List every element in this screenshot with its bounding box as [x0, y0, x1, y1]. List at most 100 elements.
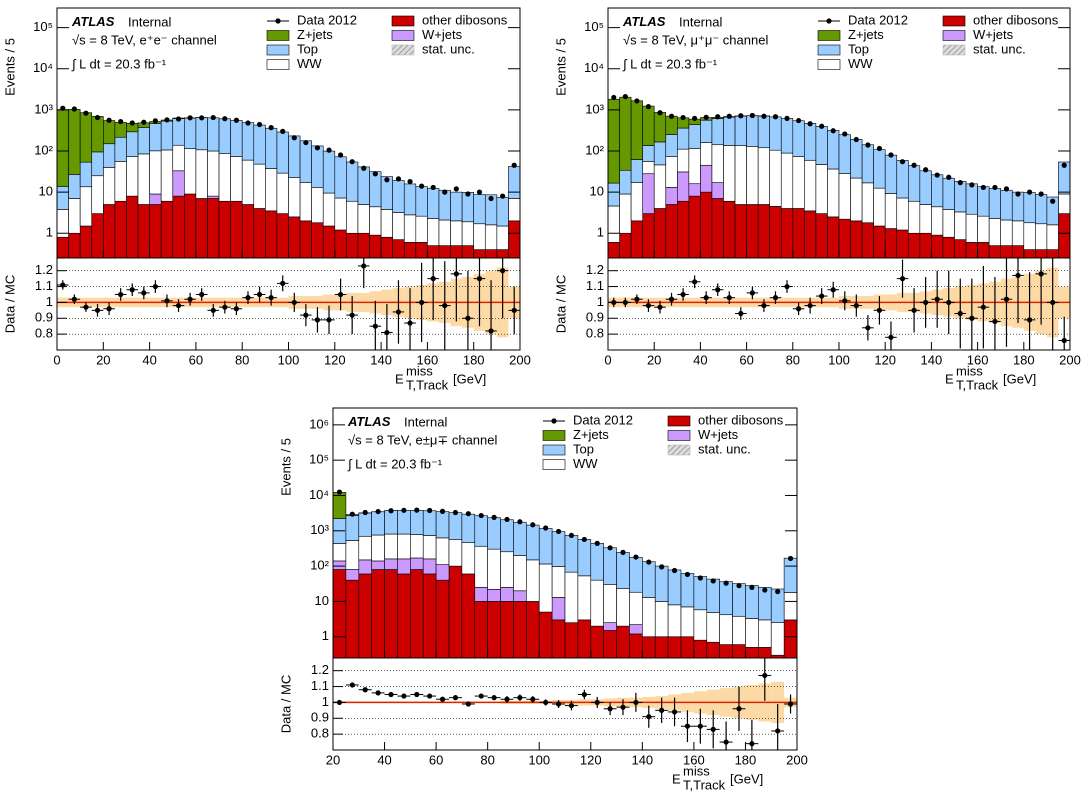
legend-label: WW — [848, 56, 873, 71]
ratio-point — [680, 291, 686, 298]
histogram-bin — [299, 220, 312, 258]
data-point — [465, 511, 471, 517]
data-point — [233, 117, 240, 123]
histogram-bin — [884, 154, 898, 194]
data-point — [256, 121, 263, 128]
histogram-bin — [693, 609, 708, 641]
histogram-bin — [334, 229, 347, 258]
data-point — [268, 125, 274, 131]
data-point — [465, 191, 471, 197]
ratio-point — [692, 279, 698, 285]
histogram-bin — [435, 511, 450, 539]
histogram-bin — [783, 619, 797, 658]
x-tick-label: 60 — [429, 752, 443, 767]
histogram-bin — [746, 115, 759, 147]
histogram-bin — [68, 109, 81, 175]
histogram-bin — [137, 204, 150, 258]
ratio-point — [478, 693, 484, 699]
histogram-bin — [422, 558, 437, 575]
histogram-bin — [450, 245, 463, 258]
data-point — [775, 588, 781, 595]
histogram-bin — [642, 636, 656, 658]
data-point — [401, 507, 407, 513]
histogram-bin — [1035, 249, 1048, 258]
legend-label: W+jets — [422, 27, 463, 42]
histogram-bin — [450, 191, 463, 222]
histogram-bin — [564, 622, 579, 658]
ratio-point — [899, 276, 906, 282]
histogram-bin — [299, 140, 312, 183]
data-point — [337, 152, 344, 158]
ratio-point — [476, 276, 483, 282]
y-tick-label: 10 — [590, 184, 604, 199]
legend-swatch — [391, 44, 415, 56]
histogram-bin — [149, 123, 162, 152]
y-tick-label: 1 — [597, 294, 604, 309]
x-label-unit: [GeV] — [730, 771, 763, 786]
histogram-bin — [577, 539, 592, 577]
x-tick-label: 180 — [735, 752, 757, 767]
histogram-bin — [265, 168, 278, 212]
y-tick-label: 10 — [39, 184, 53, 199]
histogram-bin — [769, 116, 782, 151]
histogram-bin — [1000, 219, 1013, 246]
data-point — [388, 508, 394, 514]
status-label: Internal — [404, 414, 447, 429]
histogram-bin — [369, 206, 382, 236]
data-point — [517, 519, 523, 525]
histogram-bin — [397, 533, 411, 560]
histogram-bin — [500, 587, 514, 602]
histogram-bin — [954, 239, 967, 258]
x-tick-label: 200 — [509, 352, 531, 367]
energy-label: √s = 8 TeV, μ⁺μ⁻ channel — [623, 32, 768, 47]
ratio-point — [442, 302, 448, 309]
histogram-bin — [676, 171, 690, 202]
ratio-point — [152, 283, 158, 290]
histogram-bin — [792, 208, 805, 258]
histogram-bin — [873, 225, 886, 258]
histogram-bin — [619, 96, 632, 171]
histogram-bin — [919, 204, 932, 234]
x-tick-label: 60 — [739, 352, 753, 367]
histogram-bin — [184, 117, 197, 149]
histogram-bin — [603, 584, 617, 623]
histogram-bin — [103, 167, 116, 205]
histogram-bin — [642, 597, 656, 638]
data-point — [830, 128, 836, 134]
histogram-bin — [500, 601, 514, 658]
histogram-bin — [608, 242, 620, 258]
data-point — [314, 145, 321, 151]
histogram-bin — [195, 117, 208, 151]
ratio-point — [819, 293, 825, 299]
y-axis-label: Data / MC — [553, 275, 568, 334]
ratio-point — [697, 723, 703, 729]
y-tick-label: 10⁵ — [584, 19, 604, 34]
ratio-point — [620, 704, 626, 710]
y-tick-label: 10⁴ — [309, 487, 329, 502]
histogram-bin — [91, 116, 104, 153]
data-point — [715, 114, 721, 120]
data-point — [684, 571, 691, 578]
ratio-point — [934, 296, 940, 302]
status-label: Internal — [679, 14, 722, 29]
histogram-bin — [508, 166, 520, 199]
y-tick-label: 0.8 — [311, 726, 329, 741]
legend-entry: W+jets — [942, 27, 1014, 42]
y-tick-label: 1.2 — [35, 262, 53, 277]
data-point — [361, 165, 367, 171]
ratio-point — [488, 328, 494, 334]
histogram-bin — [474, 515, 488, 547]
data-point — [1015, 191, 1021, 197]
histogram-bin — [804, 159, 817, 212]
histogram-bin — [392, 239, 405, 258]
histogram-bin — [384, 510, 398, 535]
histogram-bin — [827, 168, 840, 218]
legend-swatch — [391, 30, 415, 41]
data-point — [611, 94, 617, 101]
ratio-point — [256, 291, 263, 298]
y-tick-label: 1 — [46, 294, 53, 309]
histogram-bin — [1035, 223, 1048, 250]
ratio-point — [749, 741, 755, 747]
histogram-bin — [603, 622, 617, 631]
